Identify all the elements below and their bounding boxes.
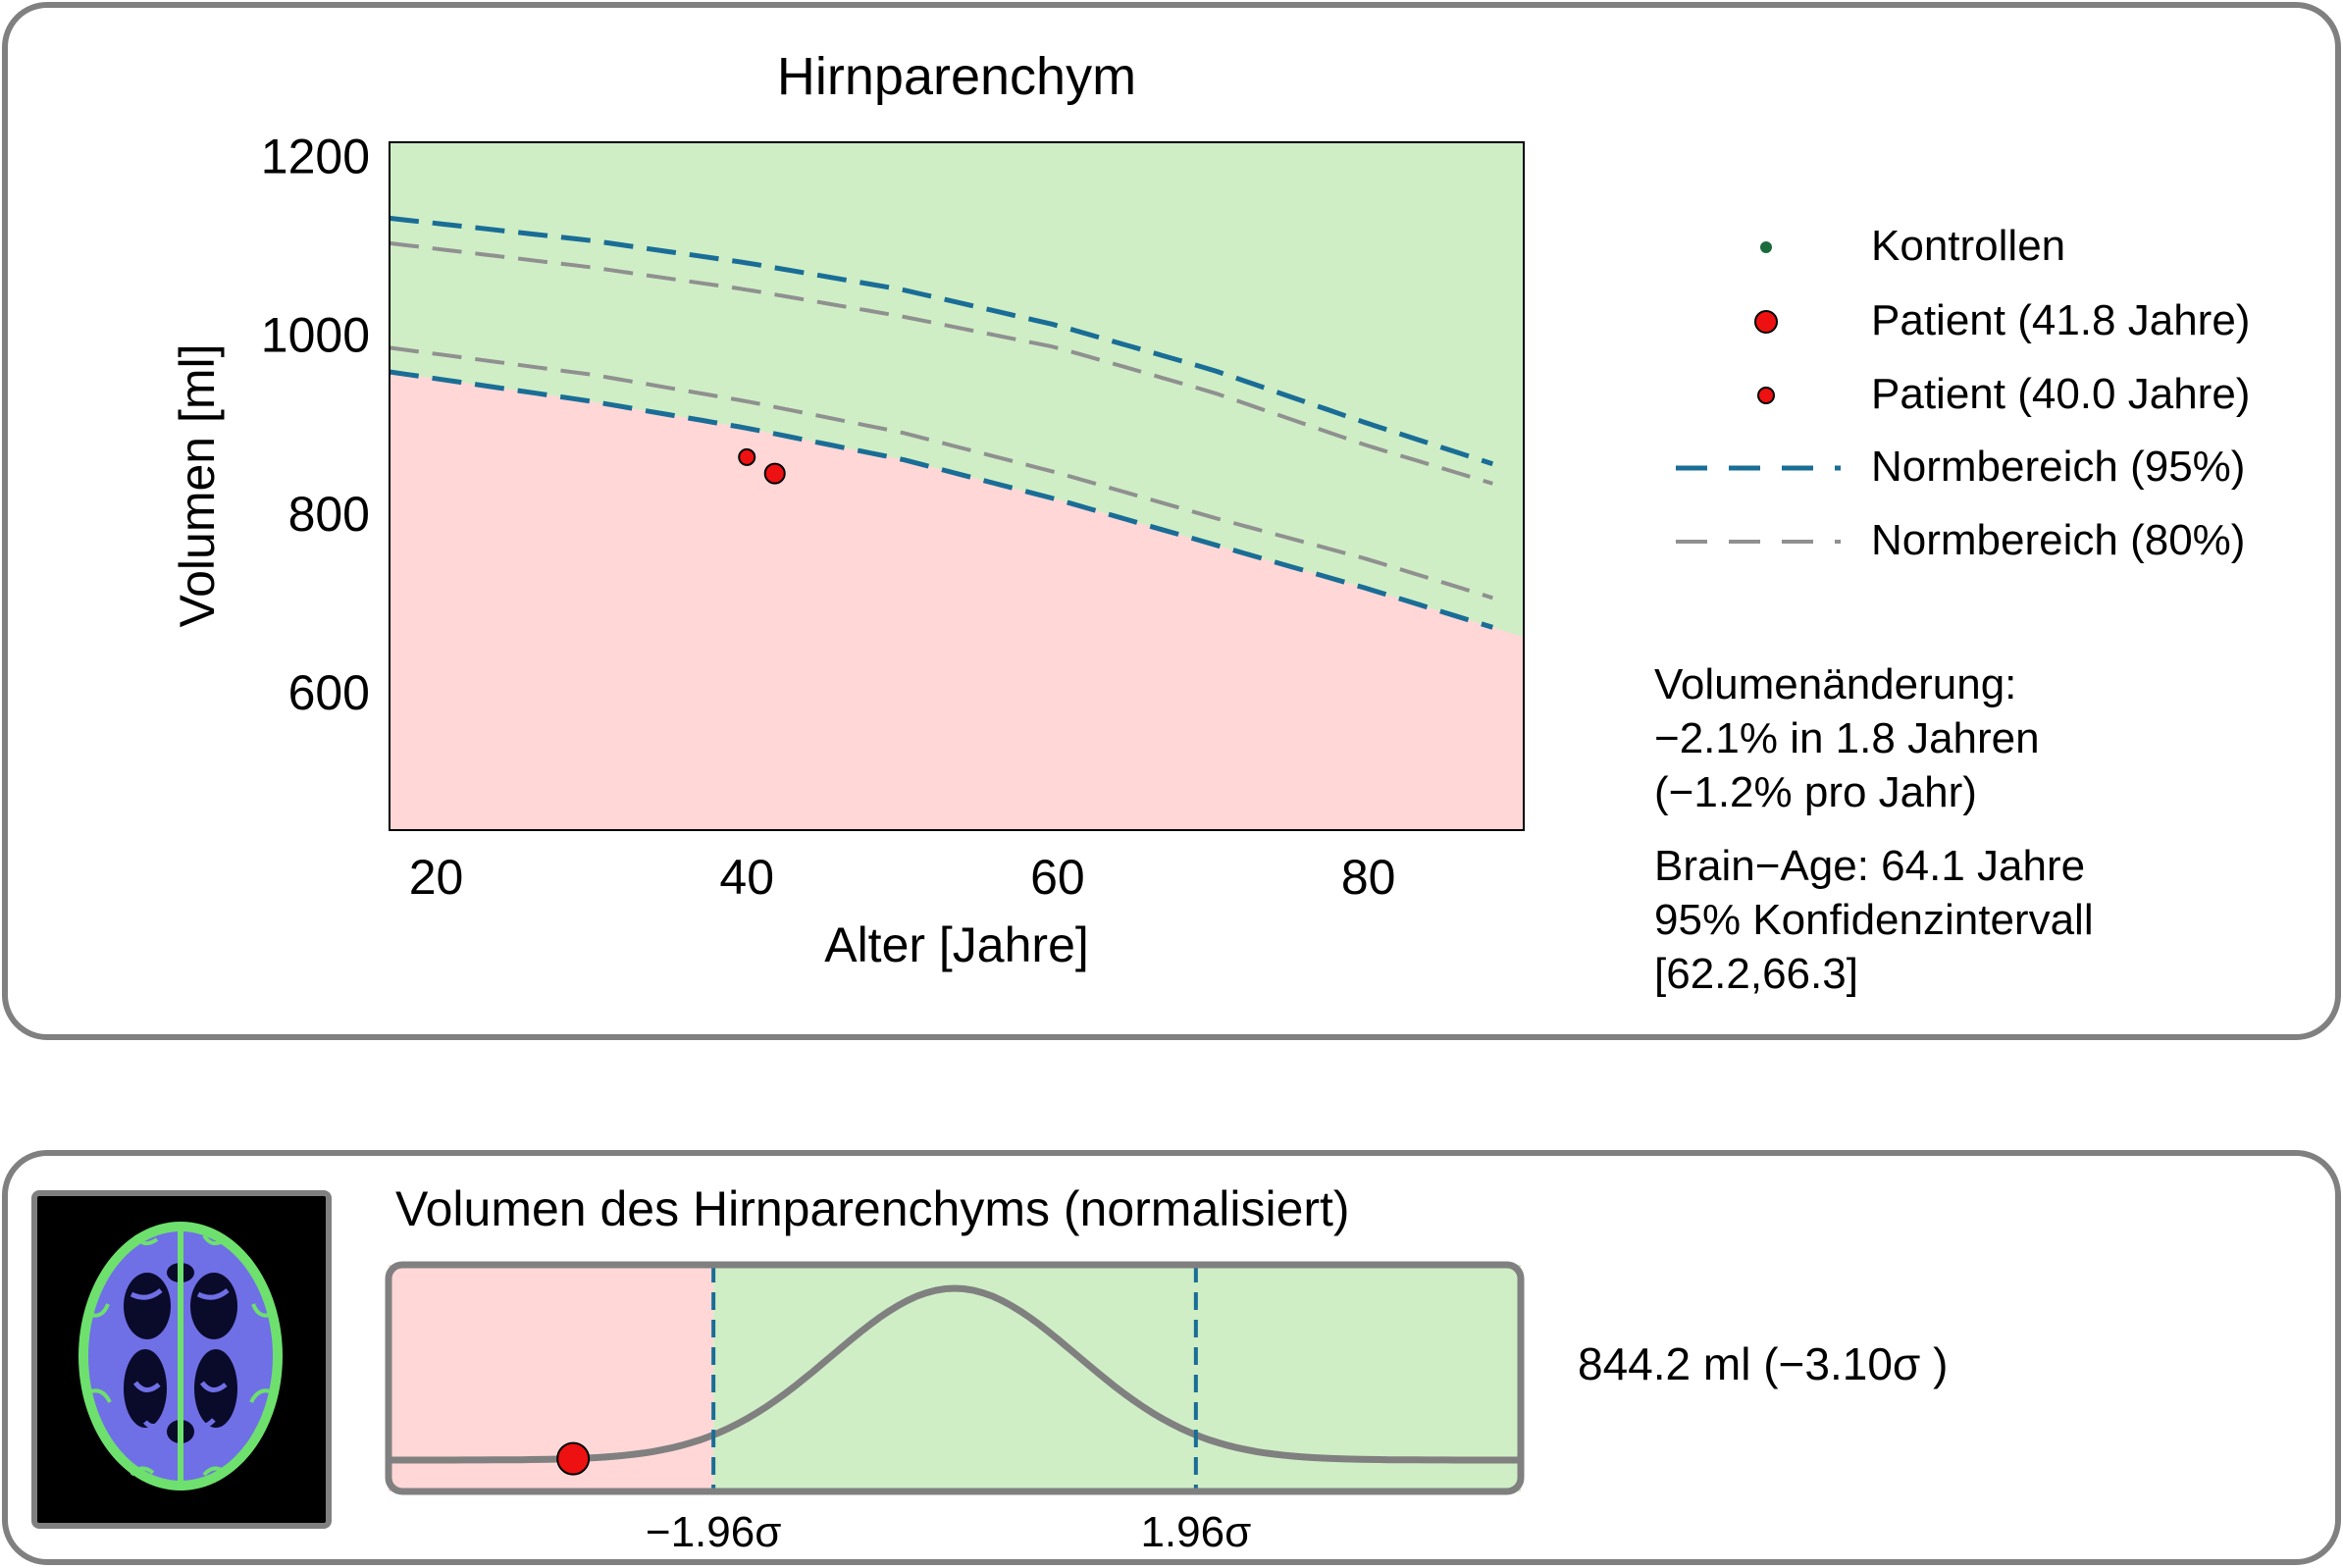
x-tick-label: 40 — [719, 850, 774, 905]
patient-point-41-8 — [763, 462, 786, 485]
patient-marker — [556, 1441, 591, 1476]
y-tick-label: 1200 — [261, 130, 370, 184]
y-tick-label: 600 — [288, 665, 370, 720]
legend-marker-patient-40-0 — [1757, 387, 1775, 404]
brain-image — [31, 1190, 332, 1529]
brain-age-ci-range: [62.2,66.3] — [1654, 950, 1858, 998]
normbereich-95-lower-line — [389, 369, 1494, 630]
x-tick-label: 60 — [1030, 850, 1085, 905]
y-tick-label: 800 — [288, 487, 370, 542]
legend-marker-patient-41-8 — [1754, 310, 1778, 334]
volume-change-total: −2.1% in 1.8 Jahren — [1654, 714, 2040, 762]
upper-threshold-label: 1.96σ — [1140, 1508, 1251, 1556]
legend-marker-kontrollen — [1760, 241, 1772, 253]
volume-change-heading: Volumenänderung: — [1654, 660, 2017, 708]
plot-area — [389, 141, 1525, 831]
volume-change-block: Volumenänderung: −2.1% in 1.8 Jahren (−1… — [1654, 657, 2040, 819]
y-axis-label: Volumen [ml] — [170, 343, 225, 627]
x-tick-labels: 20 40 60 80 — [409, 850, 1396, 905]
legend-label-normbereich-80: Normbereich (80%) — [1871, 516, 2246, 564]
chart-title: Hirnparenchym — [777, 47, 1136, 106]
legend-label-patient-41-8: Patient (41.8 Jahre) — [1871, 296, 2251, 344]
patient-value-text: 844.2 ml (−3.10σ ) — [1578, 1338, 1949, 1389]
legend-markers — [1676, 241, 1841, 544]
x-axis-label: Alter [Jahre] — [824, 917, 1089, 972]
y-tick-labels: 600 800 1000 1200 — [261, 130, 370, 720]
legend-label-patient-40-0: Patient (40.0 Jahre) — [1871, 370, 2251, 418]
volume-change-per-year: (−1.2% pro Jahr) — [1654, 768, 1977, 816]
y-tick-label: 1000 — [261, 308, 370, 363]
brain-segmentation-icon — [78, 1222, 283, 1490]
x-tick-label: 20 — [409, 850, 464, 905]
brain-age-ci-label: 95% Konfidenzintervall — [1654, 896, 2094, 944]
legend-label-normbereich-95: Normbereich (95%) — [1871, 443, 2246, 491]
plot-frame — [389, 141, 1525, 831]
brain-age-block: Brain−Age: 64.1 Jahre 95% Konfidenzinter… — [1654, 839, 2094, 1001]
patient-point-40-0 — [738, 447, 756, 466]
brain-age-value: Brain−Age: 64.1 Jahre — [1654, 842, 2086, 890]
normbereich-80-upper-line — [389, 240, 1493, 486]
below-normal-region — [390, 372, 1524, 830]
lower-threshold-label: −1.96σ — [646, 1508, 782, 1556]
normal-region — [713, 1265, 1521, 1491]
bottom-chart: −1.96σ 1.96σ — [385, 1261, 1525, 1556]
normbereich-95-upper-line — [389, 215, 1494, 467]
bottom-plot-area: −1.96σ 1.96σ — [385, 1261, 1525, 1556]
x-tick-label: 80 — [1341, 850, 1396, 905]
bottom-plot-frame — [385, 1261, 1525, 1495]
normbereich-80-lower-line — [389, 345, 1493, 601]
bottom-chart-title: Volumen des Hirnparenchyms (normalisiert… — [395, 1181, 1350, 1236]
top-chart: Hirnparenchym 600 800 1000 1200 20 40 60 80 Al… — [170, 47, 1525, 972]
legend-label-kontrollen: Kontrollen — [1871, 222, 2066, 270]
